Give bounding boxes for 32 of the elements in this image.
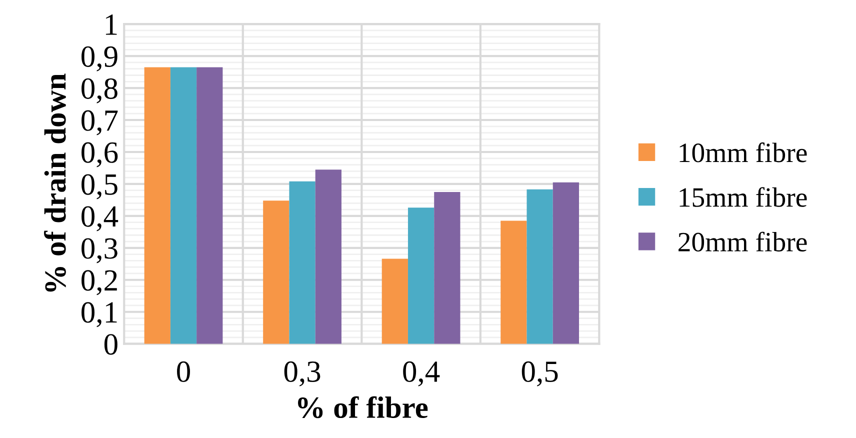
y-tick-label: 0,3 (82, 238, 118, 264)
bar (170, 67, 197, 344)
legend-label: 10mm fibre (680, 142, 807, 162)
bar (526, 189, 553, 344)
y-tick-label: 0,7 (82, 110, 118, 136)
bar (408, 208, 434, 344)
x-tick-label: 0,4 (403, 361, 440, 386)
legend-label: 15mm fibre (680, 187, 807, 207)
y-tick-label: 0,8 (82, 78, 118, 104)
y-tick-label: 0,1 (82, 302, 117, 328)
x-axis-title: % of fibre (298, 396, 428, 418)
bar (315, 170, 342, 344)
y-tick-label: 0,2 (82, 270, 117, 296)
x-tick-label: 0 (177, 361, 190, 382)
bar (144, 67, 170, 344)
y-tick-label: 0,6 (82, 142, 118, 168)
bar (263, 200, 290, 344)
bar (552, 182, 580, 344)
bar (500, 220, 527, 344)
bar (196, 67, 223, 344)
legend-label: 20mm fibre (678, 232, 807, 252)
bar (382, 258, 408, 344)
y-tick-label: 0 (104, 334, 118, 355)
y-tick-label: 0,4 (82, 206, 118, 232)
bar (434, 192, 460, 344)
y-axis-title: % of drain down (44, 74, 66, 292)
x-tick-label: 0,5 (522, 361, 558, 386)
y-tick-label: 0,9 (82, 46, 118, 72)
y-tick-label: 0,5 (82, 174, 118, 200)
bar (289, 181, 316, 344)
y-tick-label: 1 (106, 14, 117, 35)
x-tick-label: 0,3 (284, 361, 320, 386)
